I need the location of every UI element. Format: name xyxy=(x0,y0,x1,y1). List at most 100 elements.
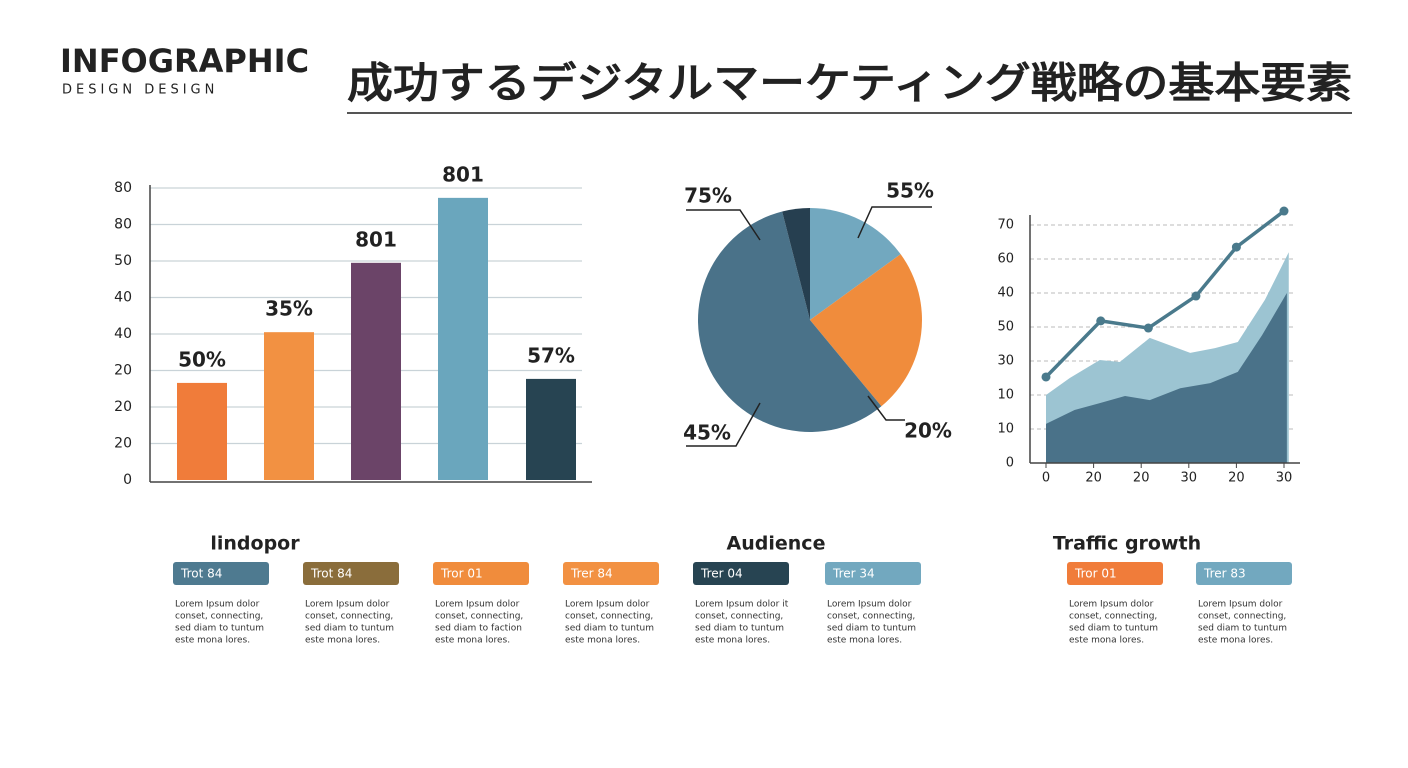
y-tick-label: 20 xyxy=(114,436,132,452)
tag-description: conset, connecting, xyxy=(1198,612,1286,622)
x-tick-label: 20 xyxy=(1133,471,1150,486)
y-tick-label: 40 xyxy=(114,326,132,342)
tag-description: Lorem Ipsum dolor it xyxy=(695,600,789,610)
y-tick-label: 50 xyxy=(997,320,1014,335)
tag-description: este mona lores. xyxy=(695,636,770,646)
tag-description: Lorem Ipsum dolor xyxy=(565,600,650,610)
tag-description: sed diam to tuntum xyxy=(1069,624,1158,634)
tag xyxy=(1196,562,1292,585)
pie-annotation: 20% xyxy=(904,419,952,443)
y-tick-label: 20 xyxy=(114,399,132,415)
tag xyxy=(1067,562,1163,585)
bar-annotation: 801 xyxy=(442,162,484,186)
tag-description: este mona lores. xyxy=(1069,636,1144,646)
pie-slice xyxy=(810,254,922,407)
line-marker xyxy=(1191,291,1201,301)
x-tick-label: 20 xyxy=(1085,471,1102,486)
y-tick-label: 0 xyxy=(123,472,132,488)
tag-label: Trer 04 xyxy=(700,567,743,581)
pie-slice xyxy=(697,211,882,433)
line xyxy=(1044,209,1286,379)
leader-line xyxy=(857,206,932,239)
tag xyxy=(433,562,529,585)
y-tick-label: 40 xyxy=(997,286,1014,301)
tag-description: sed diam to tuntum xyxy=(827,624,916,634)
tag-description: Lorem Ipsum dolor xyxy=(305,600,390,610)
x-tick-label: 20 xyxy=(1228,471,1245,486)
tag-description: Lorem Ipsum dolor xyxy=(827,600,912,610)
tag-description: Lorem Ipsum dolor xyxy=(435,600,520,610)
line-marker xyxy=(1143,323,1153,333)
leader-line xyxy=(686,402,761,447)
group-title: Audience xyxy=(727,533,826,555)
tag xyxy=(825,562,921,585)
x-tick-label: 30 xyxy=(1181,471,1198,486)
tag-description: conset, connecting, xyxy=(1069,612,1157,622)
y-tick-label: 0 xyxy=(1006,456,1014,471)
area xyxy=(1046,293,1287,463)
tag-description: conset, connecting, xyxy=(695,612,783,622)
y-tick-label: 80 xyxy=(114,180,132,196)
tag-description: este mona lores. xyxy=(305,636,380,646)
tag-description: Lorem Ipsum dolor xyxy=(175,600,260,610)
tag-description: Lorem Ipsum dolor xyxy=(1069,600,1154,610)
tag-label: Trot 84 xyxy=(180,567,222,581)
bar-annotation: 50% xyxy=(178,347,226,371)
pie-annotation: 55% xyxy=(886,179,934,203)
group-title: lindopor xyxy=(210,533,300,555)
y-tick-label: 20 xyxy=(114,363,132,379)
tag-description: este mona lores. xyxy=(565,636,640,646)
tag-description: sed diam to tuntum xyxy=(305,624,394,634)
line-marker xyxy=(1096,316,1106,326)
y-tick-label: 10 xyxy=(997,388,1014,403)
tag-label: Trer 83 xyxy=(1203,567,1246,581)
tag-description: sed diam to tuntum xyxy=(695,624,784,634)
pie-annotation: 45% xyxy=(683,421,731,445)
tag-description: este mona lores. xyxy=(435,636,510,646)
x-tick-label: 0 xyxy=(1042,471,1050,486)
y-tick-label: 30 xyxy=(997,354,1014,369)
page-title: 成功するデジタルマーケティング戦略の基本要素 xyxy=(347,59,1352,108)
tag-label: Trer 34 xyxy=(832,567,875,581)
tag-description: este mona lores. xyxy=(175,636,250,646)
y-tick-label: 60 xyxy=(997,252,1014,267)
bar-annotation: 35% xyxy=(265,297,313,321)
bar-annotation: 57% xyxy=(527,343,575,367)
logo: INFOGRAPHIC xyxy=(60,42,309,80)
tag-label: Tror 01 xyxy=(1074,567,1117,581)
line-marker xyxy=(1231,242,1241,252)
tag xyxy=(693,562,789,585)
group-title: Traffic growth xyxy=(1053,533,1201,555)
pie-annotation: 75% xyxy=(684,184,732,208)
leader-line xyxy=(686,209,761,241)
pie-slice xyxy=(810,208,901,320)
tag-description: sed diam to tuntum xyxy=(175,624,264,634)
logo-sub: DESIGN DESIGN xyxy=(62,83,218,98)
y-tick-label: 40 xyxy=(114,290,132,306)
bar xyxy=(526,378,576,480)
bar xyxy=(438,197,488,481)
line-marker xyxy=(1041,372,1051,382)
tag-label: Trer 84 xyxy=(570,567,613,581)
y-tick-label: 50 xyxy=(114,253,132,269)
y-tick-label: 80 xyxy=(114,217,132,233)
bar-annotation: 801 xyxy=(355,227,397,251)
tag-description: sed diam to faction xyxy=(435,624,522,634)
tag-description: conset, connecting, xyxy=(827,612,915,622)
tag-label: Trot 84 xyxy=(310,567,352,581)
bar xyxy=(351,262,401,480)
tag-description: conset, connecting, xyxy=(565,612,653,622)
tag-description: conset, connecting, xyxy=(175,612,263,622)
tag-description: este mona lores. xyxy=(827,636,902,646)
tag-description: sed diam to tuntum xyxy=(565,624,654,634)
bar xyxy=(177,382,227,480)
tag-description: Lorem Ipsum dolor xyxy=(1198,600,1283,610)
leader-line xyxy=(867,395,905,421)
tag xyxy=(303,562,399,585)
tag-label: Tror 01 xyxy=(440,567,483,581)
tag xyxy=(563,562,659,585)
pie-slice xyxy=(782,208,810,320)
tag-description: sed diam to tuntum xyxy=(1198,624,1287,634)
